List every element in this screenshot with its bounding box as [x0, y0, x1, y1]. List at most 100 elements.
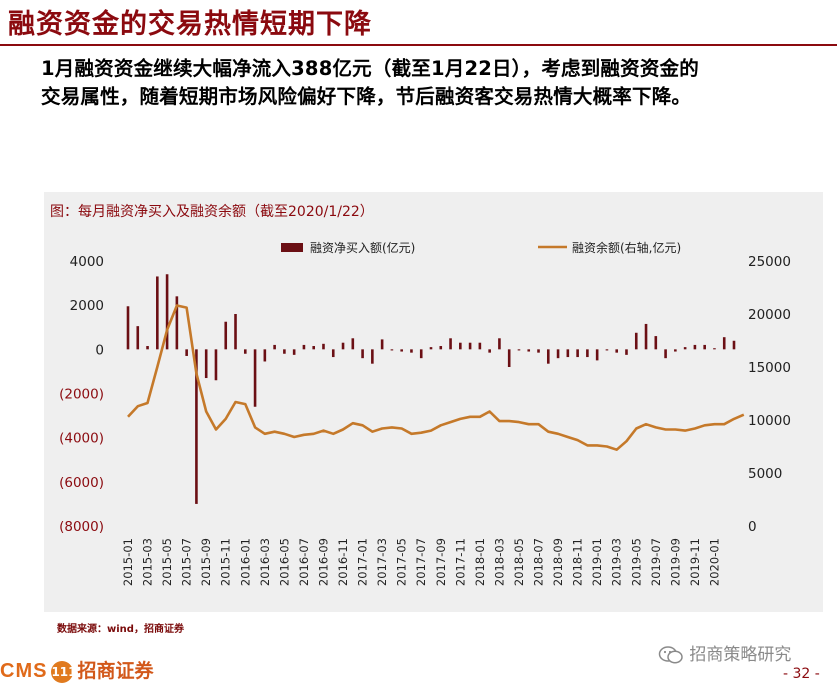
x-axis-tick-label: 2016-03 [258, 538, 272, 586]
logo-cms-text: CMS [0, 660, 48, 682]
net-buy-bar [527, 349, 531, 352]
net-buy-bar [576, 349, 579, 358]
x-axis-tick-label: 2016-01 [238, 538, 252, 586]
net-buy-bar [459, 342, 462, 350]
x-axis-tick-label: 2018-11 [571, 538, 585, 586]
x-axis-tick-label: 2018-09 [551, 538, 565, 586]
x-axis-tick-label: 2018-03 [492, 538, 506, 586]
net-buy-bar [371, 349, 374, 364]
x-axis-tick-label: 2019-09 [668, 538, 682, 586]
x-axis-tick-label: 2017-11 [453, 538, 467, 586]
net-buy-bar [732, 340, 736, 350]
net-buy-bar [488, 349, 491, 353]
net-buy-bar [263, 349, 267, 362]
x-axis-tick-label: 2016-09 [316, 538, 330, 586]
left-axis-tick-label: (4000) [59, 431, 104, 447]
title-underline [0, 44, 837, 46]
chart-title: 图：每月融资净买入及融资余额（截至2020/1/22） [50, 204, 374, 220]
x-axis-tick-label: 2016-07 [297, 538, 311, 586]
right-axis-tick-label: 25000 [748, 254, 791, 270]
net-buy-bar [175, 296, 179, 350]
left-axis-tick-label: 2000 [70, 298, 104, 314]
net-buy-bars [126, 274, 736, 504]
x-axis-tick-label: 2019-05 [629, 538, 643, 586]
net-buy-bar [683, 347, 687, 350]
company-logo: CMS 111招商证券 [0, 656, 153, 683]
left-axis-tick-label: (8000) [59, 519, 104, 535]
right-axis-tick-label: 5000 [748, 466, 782, 482]
net-buy-bar [234, 314, 237, 350]
net-buy-bar [243, 349, 247, 354]
net-buy-bar [498, 338, 501, 350]
net-buy-bar [703, 344, 706, 350]
left-axis-ticks: 4000 2000 0 (2000) (4000) (6000) (8000) [59, 254, 104, 535]
net-buy-bar [625, 349, 628, 355]
net-buy-bar [595, 349, 599, 361]
right-axis-tick-label: 20000 [748, 307, 791, 323]
margin-financing-chart: 融资净买入额(亿元) 融资余额(右轴,亿元) 400020000(2000)(4… [59, 240, 791, 586]
logo-chinese-name: 招商证券 [77, 660, 154, 682]
right-axis-ticks: 25000 20000 15000 10000 5000 0 [748, 254, 791, 535]
x-axis-tick-label: 2018-05 [512, 538, 526, 586]
net-buy-bar [722, 337, 726, 350]
net-buy-bar [517, 349, 521, 351]
x-axis-tick-label: 2018-07 [532, 538, 546, 586]
net-buy-bar [390, 349, 394, 351]
right-axis-tick-label: 10000 [748, 413, 791, 429]
net-buy-bar [204, 349, 208, 379]
x-axis-tick-label: 2019-07 [649, 538, 663, 586]
net-buy-bar [537, 349, 540, 353]
net-buy-bar [195, 349, 198, 504]
right-axis-tick-label: 0 [748, 519, 757, 535]
net-buy-bar [156, 276, 159, 350]
page-number: - 32 - [783, 666, 820, 682]
summary-line-2: 交易属性，随着短期市场风险偏好下降，节后融资客交易热情大概率下降。 [41, 85, 692, 108]
net-buy-bar [566, 349, 570, 358]
left-axis-tick-label: (6000) [59, 475, 104, 491]
x-axis-tick-label: 2017-05 [395, 538, 409, 586]
net-buy-bar [302, 344, 306, 350]
net-buy-bar [185, 349, 188, 356]
logo-emblem-icon: 111 [51, 660, 77, 683]
x-axis-tick-label: 2017-09 [434, 538, 448, 586]
net-buy-bar [273, 344, 276, 350]
net-buy-bar [253, 349, 257, 407]
net-buy-bar [312, 346, 316, 350]
net-buy-bar [429, 347, 433, 350]
right-axis-tick-label: 15000 [748, 360, 791, 376]
x-axis-ticks: 2015-01 2015-03 2015-05 2015-07 2015-09 2015-… [121, 538, 721, 586]
chart-legend: 融资净买入额(亿元) 融资余额(右轴,亿元) [281, 240, 681, 255]
net-buy-bar [351, 338, 355, 350]
net-buy-bar [586, 349, 589, 358]
net-buy-bar [634, 332, 638, 350]
net-buy-bar [449, 338, 452, 350]
x-axis-tick-label: 2015-05 [160, 538, 174, 586]
net-buy-bar [644, 323, 648, 350]
left-axis-tick-label: 0 [95, 342, 104, 358]
net-buy-bar [478, 342, 482, 350]
balance-line-group [127, 304, 745, 452]
x-axis-tick-label: 2016-11 [336, 538, 350, 586]
net-buy-bar [146, 346, 149, 350]
net-buy-bar [468, 342, 472, 350]
net-buy-bar [292, 349, 296, 355]
summary-line-1: 1月融资资金继续大幅净流入388亿元（截至1月22日），考虑到融资资金的 [41, 57, 699, 80]
left-axis-tick-label: 4000 [70, 254, 104, 270]
legend-line-label: 融资余额(右轴,亿元) [572, 240, 681, 255]
x-axis-tick-label: 2017-07 [414, 538, 428, 586]
x-axis-tick-label: 2019-01 [590, 538, 604, 586]
x-axis-tick-label: 2016-05 [277, 538, 291, 586]
net-buy-bar [380, 339, 384, 350]
net-buy-bar [439, 346, 443, 350]
x-axis-tick-label: 2019-03 [610, 538, 624, 586]
net-buy-bar [654, 336, 658, 350]
net-buy-bar [693, 344, 697, 350]
net-buy-bar [126, 306, 130, 350]
net-buy-bar [214, 349, 218, 381]
chart-panel [44, 192, 823, 612]
summary-paragraph: 1月融资资金继续大幅净流入388亿元（截至1月22日），考虑到融资资金的 交易属… [41, 55, 837, 111]
net-buy-bar [283, 349, 286, 354]
net-buy-bar [361, 349, 364, 359]
x-axis-tick-label: 2017-03 [375, 538, 389, 586]
left-axis-tick-label: (2000) [59, 387, 104, 403]
